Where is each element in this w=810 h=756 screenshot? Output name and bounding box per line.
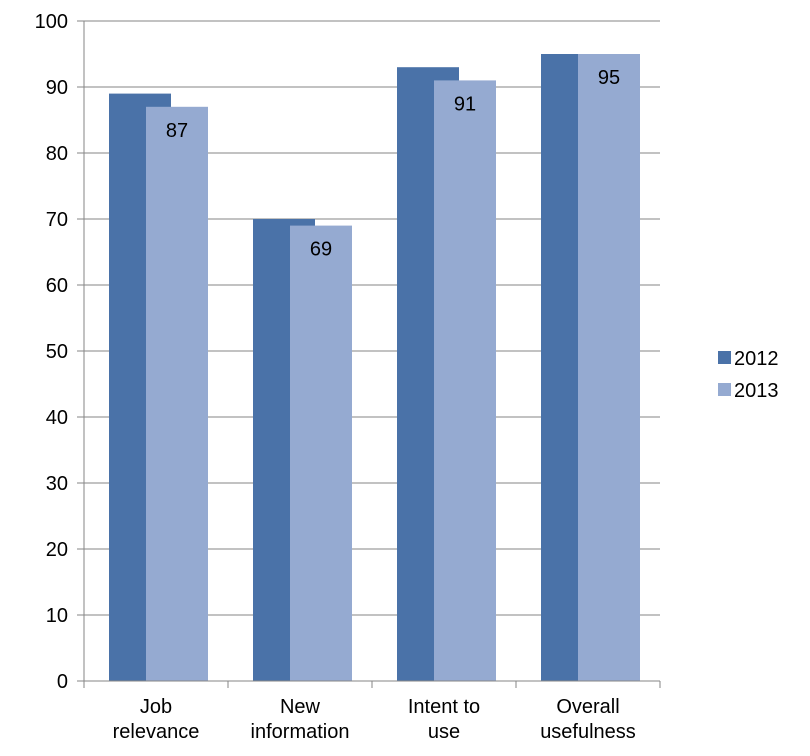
y-tick-label: 20 — [46, 539, 68, 561]
y-tick-label: 60 — [46, 275, 68, 297]
legend-label-2013: 2013 — [734, 380, 779, 402]
x-category-label: Intent to — [408, 696, 480, 718]
data-labels: 87 69 91 95 — [166, 67, 620, 261]
y-axis-tick-labels: 0 10 20 30 40 50 60 70 80 90 100 — [35, 11, 68, 693]
x-category-label: Job — [140, 696, 172, 718]
y-tick-label: 40 — [46, 407, 68, 429]
bar-2013-0 — [146, 106, 208, 682]
x-category-label: usefulness — [540, 721, 636, 743]
y-tick-label: 50 — [46, 341, 68, 363]
legend-label-2012: 2012 — [734, 348, 779, 370]
x-category-label: New — [280, 696, 321, 718]
axes — [77, 20, 661, 688]
data-label: 87 — [166, 120, 188, 142]
y-tick-label: 0 — [57, 671, 68, 693]
y-tick-label: 90 — [46, 77, 68, 99]
data-label: 69 — [310, 239, 332, 261]
legend-swatch-2012 — [718, 351, 731, 364]
bar-2013-2 — [434, 80, 496, 681]
x-axis-category-labels: Job relevance New information Intent to use Ov… — [113, 696, 636, 743]
y-tick-label: 80 — [46, 143, 68, 165]
y-tick-label: 100 — [35, 11, 68, 33]
bar-2013-1 — [290, 225, 352, 681]
data-label: 95 — [598, 67, 620, 89]
y-tick-label: 30 — [46, 473, 68, 495]
y-tick-label: 10 — [46, 605, 68, 627]
bars — [109, 54, 640, 682]
y-tick-label: 70 — [46, 209, 68, 231]
legend: 2012 2013 — [718, 348, 779, 402]
legend-swatch-2013 — [718, 383, 731, 396]
data-label: 91 — [454, 93, 476, 115]
x-category-label: information — [251, 721, 350, 743]
bar-2013-3 — [578, 54, 640, 681]
x-category-label: relevance — [113, 721, 200, 743]
x-category-label: Overall — [556, 696, 619, 718]
x-category-label: use — [428, 721, 460, 743]
